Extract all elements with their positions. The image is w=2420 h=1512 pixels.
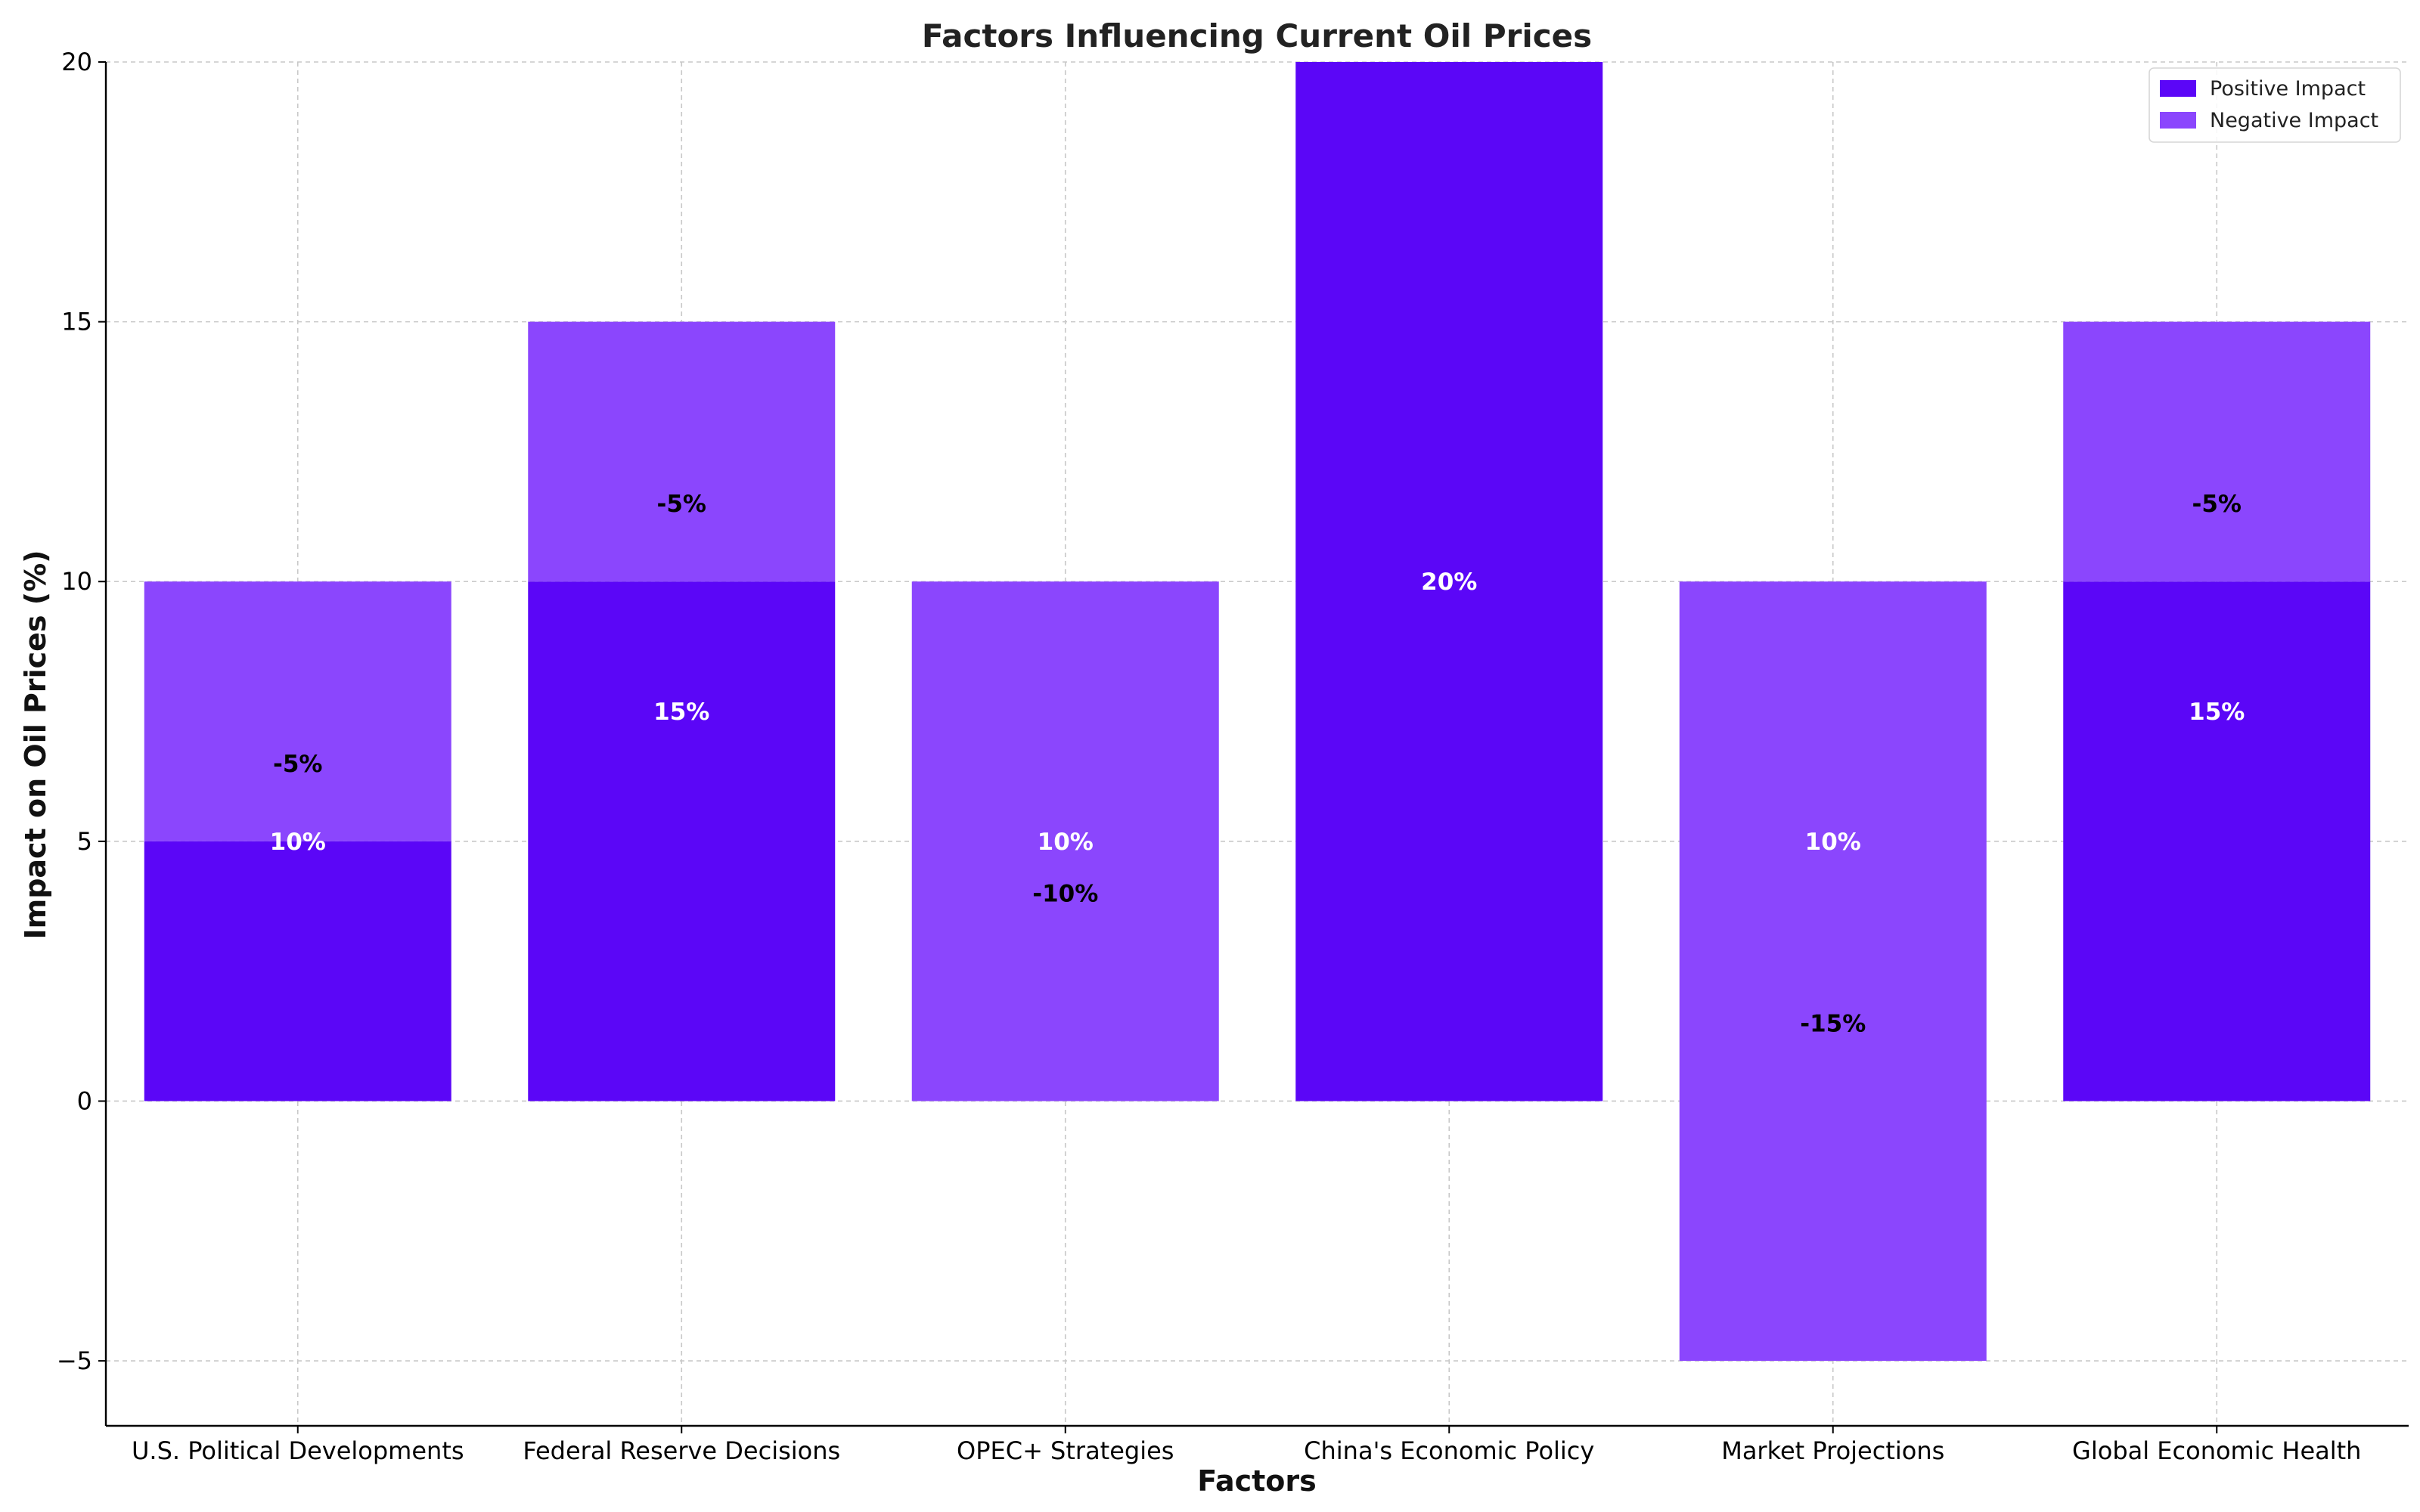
- bar-label-positive: 10%: [1038, 829, 1094, 856]
- bar-positive-impact: [1295, 62, 1603, 1101]
- y-tick-label: 0: [77, 1086, 92, 1115]
- x-tick-label: Federal Reserve Decisions: [523, 1436, 840, 1465]
- x-tick-label: OPEC+ Strategies: [957, 1436, 1174, 1465]
- bar-positive-impact: [528, 581, 836, 1101]
- bar-label-negative: -5%: [2192, 491, 2242, 518]
- chart-title: Factors Influencing Current Oil Prices: [922, 17, 1592, 54]
- bar-negative-impact: [144, 581, 451, 841]
- bar-label-negative: -5%: [657, 491, 707, 518]
- bar-negative-impact: [528, 321, 836, 582]
- x-axis-title: Factors: [1197, 1464, 1317, 1498]
- legend-swatch: [2160, 112, 2196, 129]
- bar-label-negative: -10%: [1032, 881, 1098, 908]
- axes-layer: −5 0 5 10 15 20 U.S. Political Developments Fed…: [57, 48, 2409, 1465]
- x-tick-label: Global Economic Health: [2072, 1436, 2361, 1465]
- bar-label-positive: 15%: [2189, 699, 2245, 726]
- y-tick-label: 15: [61, 308, 92, 336]
- x-tick-label: Market Projections: [1721, 1436, 1944, 1465]
- bar-label-positive: 20%: [1421, 569, 1477, 596]
- bar-label-positive: 15%: [653, 699, 709, 726]
- y-tick-label: 10: [61, 567, 92, 596]
- bar-negative-impact: [911, 581, 1219, 1101]
- legend-label: Negative Impact: [2210, 109, 2378, 132]
- bars-layer: [144, 62, 2371, 1362]
- x-tick-label: U.S. Political Developments: [132, 1436, 464, 1465]
- bar-positive-impact: [144, 841, 451, 1101]
- y-tick-label: 20: [61, 48, 92, 76]
- legend-label: Positive Impact: [2210, 77, 2366, 101]
- legend-swatch: [2160, 80, 2196, 97]
- x-tick-label: China's Economic Policy: [1304, 1436, 1594, 1465]
- y-axis-title: Impact on Oil Prices (%): [19, 550, 52, 939]
- bar-label-positive: 10%: [270, 829, 326, 856]
- bar-labels-layer: 10% 15% 10% 20% 10% 15% -5% -5% -10% -15% -5%: [270, 491, 2245, 1037]
- bar-label-negative: -15%: [1800, 1010, 1866, 1037]
- bar-label-negative: -5%: [273, 751, 323, 778]
- y-tick-label: 5: [77, 827, 92, 856]
- legend: Positive Impact Negative Impact: [2149, 67, 2401, 143]
- bar-negative-impact: [2063, 321, 2371, 582]
- bar-label-positive: 10%: [1805, 829, 1861, 856]
- y-tick-label: −5: [57, 1346, 92, 1375]
- bar-negative-impact: [1679, 581, 1987, 1362]
- bar-positive-impact: [2063, 581, 2371, 1101]
- legend-frame: [2149, 67, 2401, 143]
